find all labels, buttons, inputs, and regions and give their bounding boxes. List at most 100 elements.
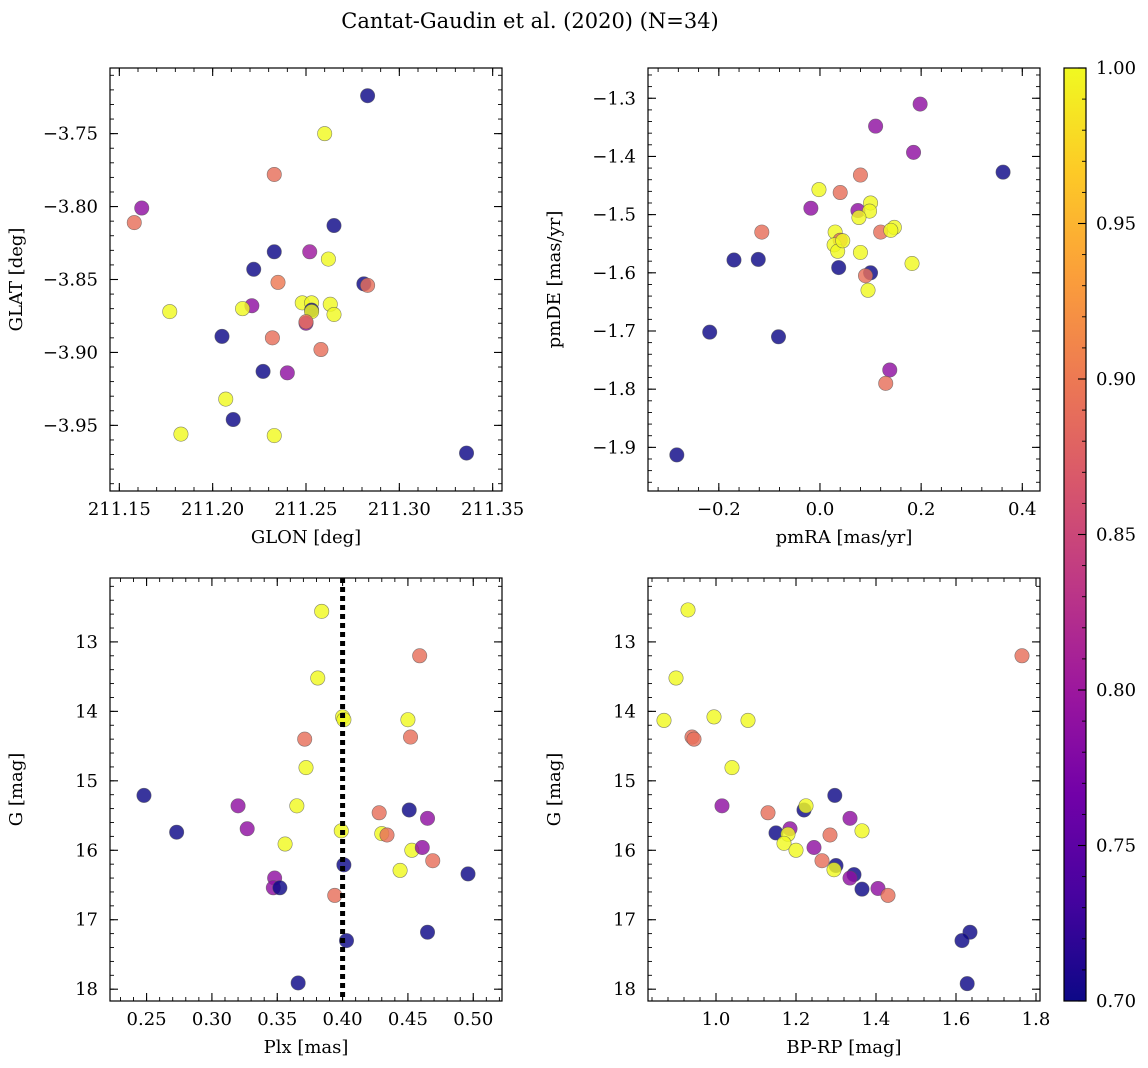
scatter-point — [298, 760, 314, 776]
scatter-point — [798, 798, 814, 814]
x-tick-label: 1.8 — [1022, 1009, 1051, 1030]
scatter-point — [1014, 648, 1030, 664]
scatter-point — [852, 244, 868, 260]
x-axis-label: BP-RP [mag] — [786, 1037, 901, 1058]
y-tick-label: 16 — [75, 840, 98, 861]
scatter-point — [400, 712, 416, 728]
y-tick-label: 14 — [75, 701, 98, 722]
scatter-point — [214, 328, 230, 344]
colorbar-tick-label: 0.90 — [1096, 369, 1136, 390]
x-tick-label: 211.35 — [461, 499, 524, 520]
scatter-point — [754, 224, 770, 240]
y-axis-label: G [mag] — [544, 753, 565, 826]
x-tick-label: 0.45 — [388, 1009, 428, 1030]
scatter-point — [668, 670, 684, 686]
x-axis-label: pmRA [mas/yr] — [776, 527, 913, 548]
scatter-point — [822, 827, 838, 843]
scatter-point — [868, 118, 884, 134]
scatter-point — [680, 602, 696, 618]
y-tick-label: 18 — [613, 979, 636, 1000]
scatter-point — [954, 933, 970, 949]
scatter-point — [371, 805, 387, 821]
scatter-point — [959, 976, 975, 992]
y-tick-label: −3.80 — [43, 197, 98, 218]
scatter-point — [169, 824, 185, 840]
x-axis-label: Plx [mas] — [264, 1037, 349, 1058]
scatter-point — [770, 329, 786, 345]
scatter-point — [173, 426, 189, 442]
scatter-point — [412, 648, 428, 664]
y-tick-label: −1.9 — [592, 437, 636, 458]
scatter-point — [420, 924, 436, 940]
y-tick-label: −1.3 — [592, 88, 636, 109]
scatter-point — [459, 445, 475, 461]
scatter-point — [686, 731, 702, 747]
scatter-point — [266, 428, 282, 444]
colorbar-tick-label: 0.80 — [1096, 680, 1136, 701]
colorbar-tick-label: 0.70 — [1096, 991, 1136, 1012]
x-tick-label: 0.30 — [192, 1009, 232, 1030]
scatter-point — [857, 268, 873, 284]
scatter-point — [842, 870, 858, 886]
panel-plx-g: 0.25 0.30 0.35 0.40 0.45 0.50 13 14 15 16 17 18 Plx … — [6, 577, 503, 1058]
scatter-point — [726, 252, 742, 268]
x-tick-label: 0.4 — [1008, 499, 1037, 520]
scatter-point — [239, 821, 255, 837]
scatter-point — [724, 760, 740, 776]
y-tick-label: 13 — [75, 632, 98, 653]
scatter-point — [255, 363, 271, 379]
scatter-point — [814, 853, 830, 869]
y-tick-label: 15 — [75, 771, 98, 792]
scatter-points — [136, 603, 476, 991]
scatter-point — [702, 324, 718, 340]
scatter-point — [803, 200, 819, 216]
y-tick-label: 18 — [75, 979, 98, 1000]
y-tick-label: −3.90 — [43, 342, 98, 363]
scatter-point — [272, 880, 288, 896]
axes-frame — [109, 67, 503, 492]
colorbar: 0.70 0.75 0.80 0.85 0.90 0.95 1.00 — [1063, 58, 1136, 1012]
scatter-point — [788, 842, 804, 858]
scatter-point — [302, 244, 318, 260]
scatter-point — [360, 277, 376, 293]
scatter-point — [806, 839, 822, 855]
y-tick-label: −3.75 — [43, 124, 98, 145]
scatter-point — [392, 862, 408, 878]
scatter-point — [420, 810, 436, 826]
scatter-point — [266, 244, 282, 260]
scatter-point — [811, 182, 827, 198]
scatter-point — [401, 802, 417, 818]
scatter-point — [290, 975, 306, 991]
scatter-point — [832, 185, 848, 201]
axes-frame — [647, 67, 1041, 492]
scatter-point — [360, 88, 376, 104]
y-axis-label: G [mag] — [6, 753, 27, 826]
colorbar-tick-label: 0.75 — [1096, 836, 1136, 857]
y-tick-label: 15 — [613, 771, 636, 792]
scatter-point — [266, 166, 282, 182]
scatter-point — [414, 839, 430, 855]
x-tick-label: 0.40 — [323, 1009, 363, 1030]
scatter-point — [854, 823, 870, 839]
x-tick-label: 211.20 — [181, 499, 244, 520]
scatter-point — [831, 260, 847, 276]
scatter-point — [880, 887, 896, 903]
scatter-point — [339, 933, 355, 949]
figure-title: Cantat-Gaudin et al. (2020) (N=34) — [341, 9, 719, 33]
scatter-point — [904, 255, 920, 271]
x-tick-label: 1.0 — [702, 1009, 731, 1030]
scatter-point — [270, 274, 286, 290]
y-tick-label: −1.7 — [592, 321, 636, 342]
scatter-point — [289, 798, 305, 814]
scatter-point — [883, 222, 899, 238]
x-tick-label: 0.2 — [907, 499, 936, 520]
y-tick-label: −1.8 — [592, 379, 636, 400]
scatter-point — [878, 375, 894, 391]
scatter-point — [279, 365, 295, 381]
scatter-point — [460, 866, 476, 882]
y-tick-label: 13 — [613, 632, 636, 653]
y-tick-label: 14 — [613, 701, 636, 722]
scatter-point — [852, 167, 868, 183]
panel-glon-glat: 211.15 211.20 211.25 211.30 211.35 −3.75 −3.80… — [6, 67, 524, 548]
x-tick-label: 0.50 — [453, 1009, 493, 1030]
